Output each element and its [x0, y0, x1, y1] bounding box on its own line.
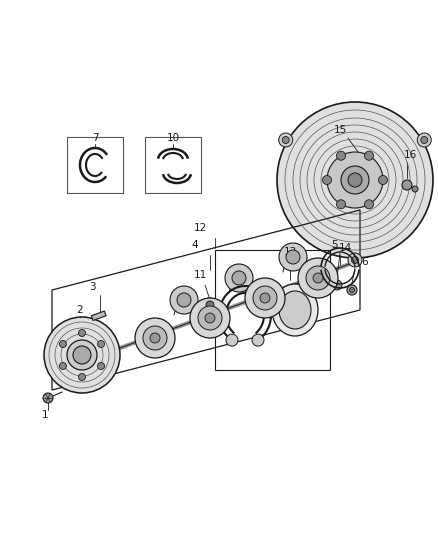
- Text: 12: 12: [193, 223, 207, 233]
- Text: 14: 14: [339, 243, 352, 253]
- Circle shape: [170, 286, 198, 314]
- Circle shape: [364, 200, 374, 209]
- Circle shape: [279, 133, 293, 147]
- Circle shape: [206, 301, 214, 309]
- Circle shape: [341, 166, 369, 194]
- Circle shape: [417, 133, 431, 147]
- Circle shape: [277, 102, 433, 258]
- Text: 16: 16: [403, 150, 417, 160]
- Circle shape: [232, 271, 246, 285]
- Text: 1: 1: [42, 410, 48, 420]
- Text: 2: 2: [77, 305, 83, 315]
- Circle shape: [336, 151, 346, 160]
- Circle shape: [143, 326, 167, 350]
- Circle shape: [60, 341, 67, 348]
- Circle shape: [226, 334, 238, 346]
- Circle shape: [412, 186, 418, 192]
- Text: 13: 13: [283, 247, 297, 257]
- Circle shape: [245, 278, 285, 318]
- Bar: [91, 311, 106, 320]
- Circle shape: [332, 280, 342, 290]
- Text: 15: 15: [333, 125, 346, 135]
- Circle shape: [348, 173, 362, 187]
- Circle shape: [225, 264, 253, 292]
- Circle shape: [44, 317, 120, 393]
- Ellipse shape: [279, 291, 311, 329]
- Circle shape: [150, 333, 160, 343]
- Circle shape: [352, 256, 358, 263]
- Circle shape: [252, 334, 264, 346]
- Circle shape: [73, 346, 91, 364]
- Bar: [67, 137, 123, 193]
- Circle shape: [322, 175, 332, 184]
- Circle shape: [364, 151, 374, 160]
- Circle shape: [279, 243, 307, 271]
- Circle shape: [198, 306, 222, 330]
- Circle shape: [348, 253, 362, 267]
- Circle shape: [67, 340, 97, 370]
- Bar: [145, 137, 201, 193]
- Circle shape: [177, 293, 191, 307]
- Circle shape: [78, 329, 85, 336]
- Circle shape: [336, 200, 346, 209]
- Circle shape: [203, 298, 217, 312]
- Circle shape: [282, 136, 289, 143]
- Circle shape: [60, 362, 67, 369]
- Circle shape: [350, 287, 354, 293]
- Circle shape: [347, 285, 357, 295]
- Circle shape: [190, 298, 230, 338]
- Text: 10: 10: [166, 133, 180, 143]
- Circle shape: [306, 266, 330, 290]
- Circle shape: [98, 341, 105, 348]
- Circle shape: [135, 318, 175, 358]
- Text: 11: 11: [193, 270, 207, 280]
- Circle shape: [313, 273, 323, 283]
- Ellipse shape: [272, 284, 318, 336]
- Circle shape: [253, 286, 277, 310]
- Circle shape: [421, 136, 428, 143]
- Circle shape: [327, 152, 383, 208]
- Circle shape: [98, 362, 105, 369]
- Text: 6: 6: [362, 257, 368, 267]
- Text: 5: 5: [332, 240, 338, 250]
- Text: 7: 7: [92, 133, 98, 143]
- Text: 4: 4: [192, 240, 198, 250]
- Circle shape: [260, 293, 270, 303]
- Circle shape: [205, 313, 215, 323]
- Circle shape: [78, 374, 85, 381]
- Circle shape: [298, 258, 338, 298]
- Circle shape: [402, 180, 412, 190]
- Circle shape: [43, 393, 53, 403]
- Circle shape: [286, 250, 300, 264]
- Circle shape: [378, 175, 388, 184]
- Text: 3: 3: [88, 282, 95, 292]
